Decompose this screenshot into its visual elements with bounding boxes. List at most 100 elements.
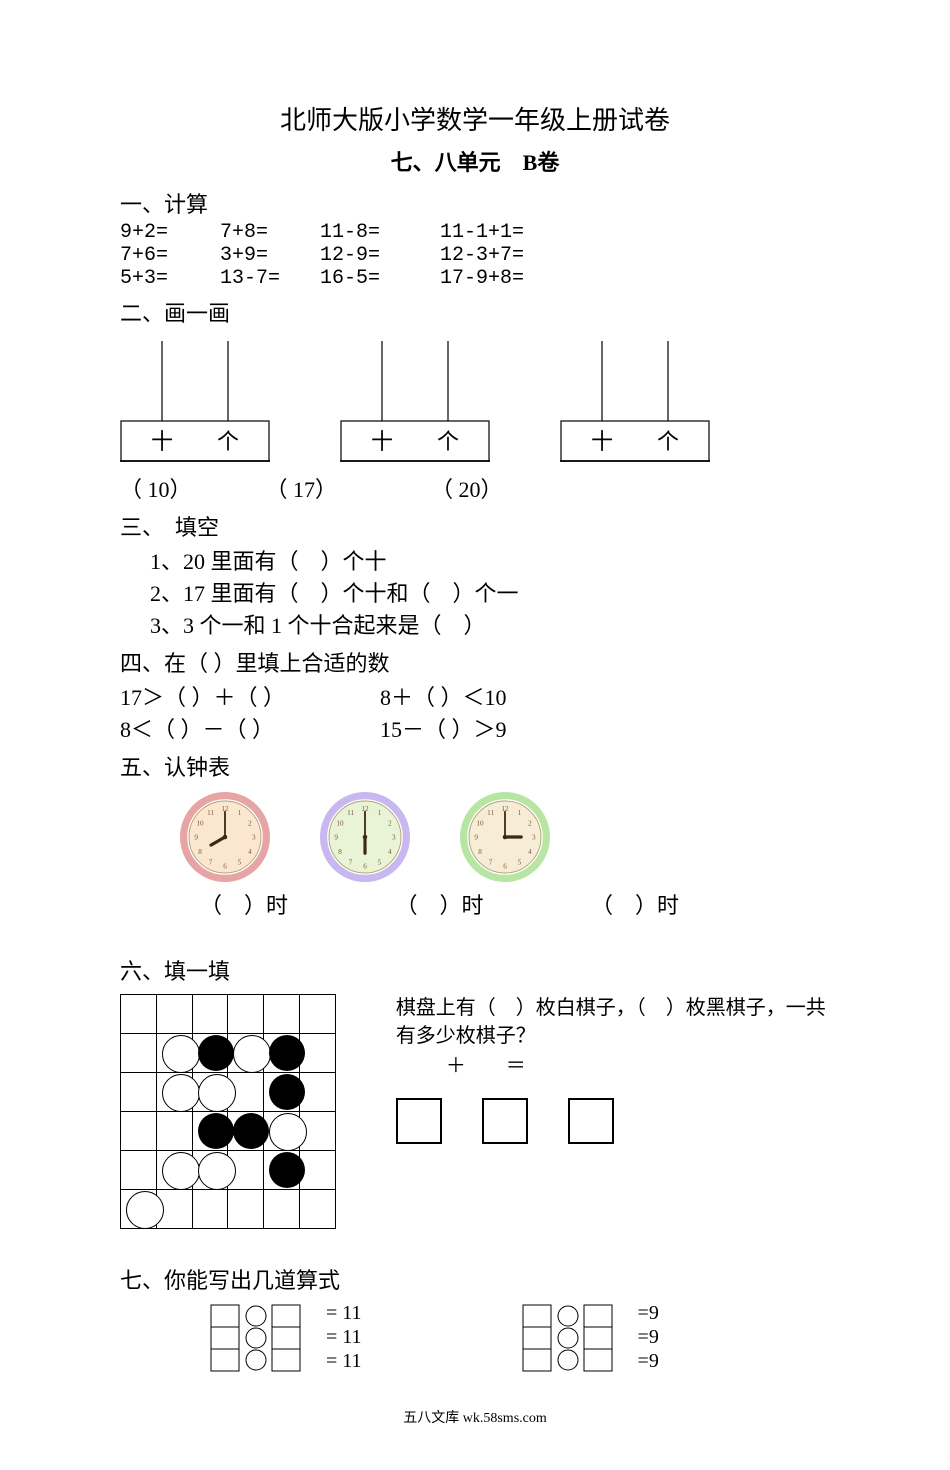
svg-text:6: 6 <box>363 863 367 871</box>
eq7-wrap: = 11 = 11 = 11 =9 =9 =9 <box>210 1299 830 1377</box>
svg-text:8: 8 <box>338 848 342 856</box>
calc-cell: 9+2= <box>120 221 220 244</box>
goban-formula: ＋ ＝ <box>446 1052 830 1080</box>
ineq-cell: 8＋（ ）＜10 <box>380 680 507 712</box>
abacus-row: 十个 十个 十个 <box>120 336 830 466</box>
ineq-cell: 17＞（ ）＋（ ） <box>120 680 380 712</box>
abacus-diagram: 十个 <box>560 336 710 466</box>
svg-text:6: 6 <box>223 863 227 871</box>
clock-label: （ ）时 <box>591 888 781 920</box>
section4-heading: 四、在（ ）里填上合适的数 <box>120 646 830 678</box>
svg-text:11: 11 <box>487 809 494 817</box>
eq7-rhs: = 11 <box>326 1350 362 1374</box>
eq7-grid-icon <box>522 1299 632 1377</box>
svg-text:十: 十 <box>591 429 613 454</box>
svg-text:个: 个 <box>437 429 459 454</box>
calc-cell: 3+9= <box>220 244 320 267</box>
svg-text:11: 11 <box>347 809 354 817</box>
fill-line: 3、3 个一和 1 个十合起来是（ ） <box>150 608 830 640</box>
section1-heading: 一、计算 <box>120 187 830 219</box>
calc-cell: 17-9+8= <box>440 267 580 290</box>
eq7-rhs: =9 <box>638 1350 659 1374</box>
clock-label: （ ）时 <box>396 888 586 920</box>
svg-text:10: 10 <box>336 819 344 827</box>
abacus-diagram: 十个 <box>120 336 270 466</box>
calc-cell: 13-7= <box>220 267 320 290</box>
section3-heading: 三、 填空 <box>120 510 830 542</box>
svg-text:2: 2 <box>528 819 532 827</box>
svg-text:10: 10 <box>196 819 204 827</box>
svg-text:7: 7 <box>489 859 493 867</box>
page-subtitle: 七、八单元 B卷 <box>120 145 830 177</box>
goban-question: 棋盘上有（ ）枚白棋子，（ ）枚黑棋子，一共有多少枚棋子？ <box>396 994 830 1050</box>
svg-text:1: 1 <box>238 809 242 817</box>
svg-text:6: 6 <box>503 863 507 871</box>
abacus-label: （ 20） <box>431 472 571 504</box>
svg-text:11: 11 <box>207 809 214 817</box>
svg-text:10: 10 <box>476 819 484 827</box>
calc-row: 7+6= 3+9= 12-9= 12-3+7= <box>120 244 830 267</box>
calc-row: 9+2= 7+8= 11-8= 11-1+1= <box>120 221 830 244</box>
clocks-row: 123456789101112 123456789101112 12345678… <box>180 792 830 882</box>
goban-board <box>120 994 336 1229</box>
eq7-rhs: = 11 <box>326 1302 362 1326</box>
eq7-rhs: =9 <box>638 1326 659 1350</box>
svg-text:3: 3 <box>252 834 256 842</box>
svg-text:5: 5 <box>238 859 242 867</box>
section5-heading: 五、认钟表 <box>120 750 830 782</box>
svg-text:5: 5 <box>518 859 522 867</box>
calc-row: 5+3= 13-7= 16-5= 17-9+8= <box>120 267 830 290</box>
svg-text:十: 十 <box>151 429 173 454</box>
clock-icon: 123456789101112 <box>460 792 550 882</box>
eq7-vals: = 11 = 11 = 11 <box>326 1302 362 1374</box>
svg-text:7: 7 <box>209 859 213 867</box>
svg-text:4: 4 <box>248 848 252 856</box>
svg-text:9: 9 <box>194 834 198 842</box>
answer-box-row <box>396 1098 830 1144</box>
fill-line: 2、17 里面有（ ）个十和（ ）个一 <box>150 576 830 608</box>
svg-text:1: 1 <box>518 809 522 817</box>
page-title: 北师大版小学数学一年级上册试卷 <box>120 100 830 137</box>
calc-cell: 16-5= <box>320 267 440 290</box>
answer-box <box>568 1098 614 1144</box>
svg-text:个: 个 <box>657 429 679 454</box>
abacus-label: （ 17） <box>266 472 426 504</box>
svg-text:7: 7 <box>349 859 353 867</box>
eq7-group: = 11 = 11 = 11 <box>210 1299 362 1377</box>
abacus-diagram: 十个 <box>340 336 490 466</box>
clock-icon: 123456789101112 <box>180 792 270 882</box>
calc-cell: 7+6= <box>120 244 220 267</box>
ineq-row: 8＜（ ）－（ ） 15－（ ）＞9 <box>120 712 830 744</box>
goban-text: 棋盘上有（ ）枚白棋子，（ ）枚黑棋子，一共有多少枚棋子？ ＋ ＝ <box>396 994 830 1144</box>
svg-text:4: 4 <box>388 848 392 856</box>
svg-text:十: 十 <box>371 429 393 454</box>
ineq-cell: 15－（ ）＞9 <box>380 712 507 744</box>
svg-text:8: 8 <box>198 848 202 856</box>
clock-labels: （ ）时 （ ）时 （ ）时 <box>200 888 830 920</box>
svg-text:9: 9 <box>334 834 338 842</box>
calc-cell: 12-3+7= <box>440 244 580 267</box>
eq7-vals: =9 =9 =9 <box>638 1302 659 1374</box>
svg-text:个: 个 <box>217 429 239 454</box>
eq7-rhs: =9 <box>638 1302 659 1326</box>
svg-text:2: 2 <box>388 819 392 827</box>
eq7-grid-icon <box>210 1299 320 1377</box>
calc-cell: 5+3= <box>120 267 220 290</box>
abacus-label: （ 10） <box>120 472 260 504</box>
svg-text:2: 2 <box>248 819 252 827</box>
page-footer: 五八文库 wk.58sms.com <box>120 1407 830 1427</box>
calc-block: 9+2= 7+8= 11-8= 11-1+1= 7+6= 3+9= 12-9= … <box>120 221 830 290</box>
calc-cell: 12-9= <box>320 244 440 267</box>
fill-block: 1、20 里面有（ ）个十 2、17 里面有（ ）个十和（ ）个一 3、3 个一… <box>150 544 830 640</box>
svg-text:3: 3 <box>532 834 536 842</box>
svg-text:3: 3 <box>392 834 396 842</box>
svg-text:1: 1 <box>378 809 382 817</box>
ineq-block: 17＞（ ）＋（ ） 8＋（ ）＜10 8＜（ ）－（ ） 15－（ ）＞9 <box>120 680 830 744</box>
section6-heading: 六、填一填 <box>120 954 830 986</box>
eq7-rhs: = 11 <box>326 1326 362 1350</box>
abacus-labels: （ 10） （ 17） （ 20） <box>120 472 830 504</box>
answer-box <box>482 1098 528 1144</box>
section7-heading: 七、你能写出几道算式 <box>120 1263 830 1295</box>
goban-area: 棋盘上有（ ）枚白棋子，（ ）枚黑棋子，一共有多少枚棋子？ ＋ ＝ <box>120 994 830 1229</box>
ineq-cell: 8＜（ ）－（ ） <box>120 712 380 744</box>
